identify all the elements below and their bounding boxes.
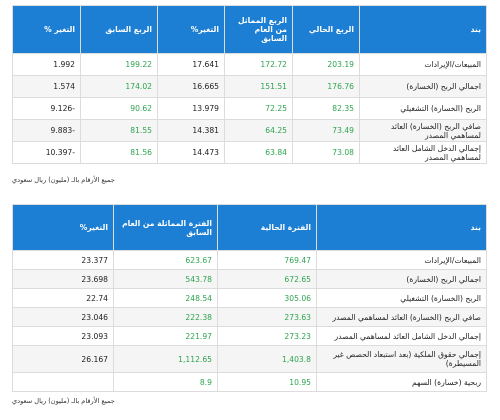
row-label: اجمالي الربح (الخسارة)	[359, 75, 487, 98]
change-value: 23.093	[12, 326, 114, 346]
table-row: المبيعات/الإيرادات 203.19 172.72 17.641 …	[12, 53, 487, 76]
header-current-quarter: الربع الحالي	[292, 5, 360, 54]
header-change-percent: التغير%	[157, 5, 225, 54]
header-item: بند	[316, 204, 487, 251]
same-prev-year-value: 623.67	[113, 250, 218, 270]
change-value: 23.377	[12, 250, 114, 270]
header-item: بند	[359, 5, 487, 54]
change-value: 14.381	[157, 119, 225, 142]
currency-note: جميع الأرقام بالـ (مليون) ريال سعودي	[12, 397, 115, 405]
change-value: 17.641	[157, 53, 225, 76]
change-prev-quarter-value: 9.126-	[12, 97, 81, 120]
change-prev-quarter-value: 1.574	[12, 75, 81, 98]
row-label: إجمالي الدخل الشامل العائد لمساهمي المصد…	[316, 326, 487, 346]
table-row: إجمالي الدخل الشامل العائد لمساهمي المصد…	[12, 326, 487, 346]
change-value: 22.74	[12, 288, 114, 308]
current-value: 273.23	[217, 326, 317, 346]
change-prev-quarter-value: 1.992	[12, 53, 81, 76]
current-value: 305.06	[217, 288, 317, 308]
table-row: الربح (الخسارة) التشغيلي 82.35 72.25 13.…	[12, 97, 487, 120]
change-value: 13.979	[157, 97, 225, 120]
header-same-quarter-prev-year: الربع المماثل من العام السابق	[224, 5, 293, 54]
same-prev-year-value: 64.25	[224, 119, 293, 142]
same-prev-year-value: 151.51	[224, 75, 293, 98]
same-prev-year-value: 221.97	[113, 326, 218, 346]
same-prev-year-value: 72.25	[224, 97, 293, 120]
table-row: اجمالي الربح (الخسارة) 176.76 151.51 16.…	[12, 75, 487, 98]
table-row: ربحية (خسارة) السهم 10.95 8.9	[12, 372, 487, 392]
previous-quarter-value: 81.56	[80, 141, 158, 164]
header-change-percent-prev-quarter: التغير %	[12, 5, 81, 54]
same-prev-year-value: 543.78	[113, 269, 218, 289]
row-label: المبيعات/الإيرادات	[316, 250, 487, 270]
same-prev-year-value: 172.72	[224, 53, 293, 76]
row-label: ربحية (خسارة) السهم	[316, 372, 487, 392]
current-value: 203.19	[292, 53, 360, 76]
change-value: 26.167	[12, 345, 114, 373]
row-label: اجمالي الربح (الخسارة)	[316, 269, 487, 289]
row-label: الربح (الخسارة) التشغيلي	[316, 288, 487, 308]
current-value: 769.47	[217, 250, 317, 270]
row-label: صافي الربح (الخسارة) العائد لمساهمي المص…	[316, 307, 487, 327]
table-header-row: بند الفترة الحالية الفترة المماثلة من ال…	[12, 204, 487, 251]
previous-quarter-value: 174.02	[80, 75, 158, 98]
table-row: المبيعات/الإيرادات 769.47 623.67 23.377	[12, 250, 487, 270]
table-row: صافي الربح (الخسارة) العائد لمساهمي المص…	[12, 307, 487, 327]
same-prev-year-value: 63.84	[224, 141, 293, 164]
current-value: 273.63	[217, 307, 317, 327]
header-current-period: الفترة الحالية	[217, 204, 317, 251]
table-row: اجمالي الربح (الخسارة) 672.65 543.78 23.…	[12, 269, 487, 289]
header-previous-quarter: الربع السابق	[80, 5, 158, 54]
table-row: إجمالي حقوق الملكية (بعد استبعاد الحصص غ…	[12, 345, 487, 373]
change-value: 16.665	[157, 75, 225, 98]
current-value: 672.65	[217, 269, 317, 289]
row-label: المبيعات/الإيرادات	[359, 53, 487, 76]
current-value: 1,403.8	[217, 345, 317, 373]
current-value: 73.49	[292, 119, 360, 142]
current-value: 73.08	[292, 141, 360, 164]
change-value: 23.698	[12, 269, 114, 289]
same-prev-year-value: 248.54	[113, 288, 218, 308]
row-label: صافي الربح (الخسارة) العائد لمساهمي المص…	[359, 119, 487, 142]
same-prev-year-value: 1,112.65	[113, 345, 218, 373]
period-results-table: بند الفترة الحالية الفترة المماثلة من ال…	[12, 204, 487, 392]
row-label: إجمالي الدخل الشامل العائد لمساهمي المصد…	[359, 141, 487, 164]
currency-note: جميع الأرقام بالـ (مليون) ريال سعودي	[12, 176, 115, 184]
header-same-period-prev-year: الفترة المماثلة من العام السابق	[113, 204, 218, 251]
table-row: صافي الربح (الخسارة) العائد لمساهمي المص…	[12, 119, 487, 142]
change-prev-quarter-value: 10.397-	[12, 141, 81, 164]
same-prev-year-value: 8.9	[113, 372, 218, 392]
row-label: الربح (الخسارة) التشغيلي	[359, 97, 487, 120]
current-value: 82.35	[292, 97, 360, 120]
row-label: إجمالي حقوق الملكية (بعد استبعاد الحصص غ…	[316, 345, 487, 373]
previous-quarter-value: 81.55	[80, 119, 158, 142]
change-value: 14.473	[157, 141, 225, 164]
previous-quarter-value: 199.22	[80, 53, 158, 76]
change-prev-quarter-value: 9.883-	[12, 119, 81, 142]
table-header-row: بند الربع الحالي الربع المماثل من العام …	[12, 5, 487, 54]
header-change-percent: التغير%	[12, 204, 114, 251]
current-value: 10.95	[217, 372, 317, 392]
quarterly-results-table: بند الربع الحالي الربع المماثل من العام …	[12, 5, 487, 164]
change-value	[12, 372, 114, 392]
current-value: 176.76	[292, 75, 360, 98]
same-prev-year-value: 222.38	[113, 307, 218, 327]
previous-quarter-value: 90.62	[80, 97, 158, 120]
table-row: الربح (الخسارة) التشغيلي 305.06 248.54 2…	[12, 288, 487, 308]
table-row: إجمالي الدخل الشامل العائد لمساهمي المصد…	[12, 141, 487, 164]
change-value: 23.046	[12, 307, 114, 327]
